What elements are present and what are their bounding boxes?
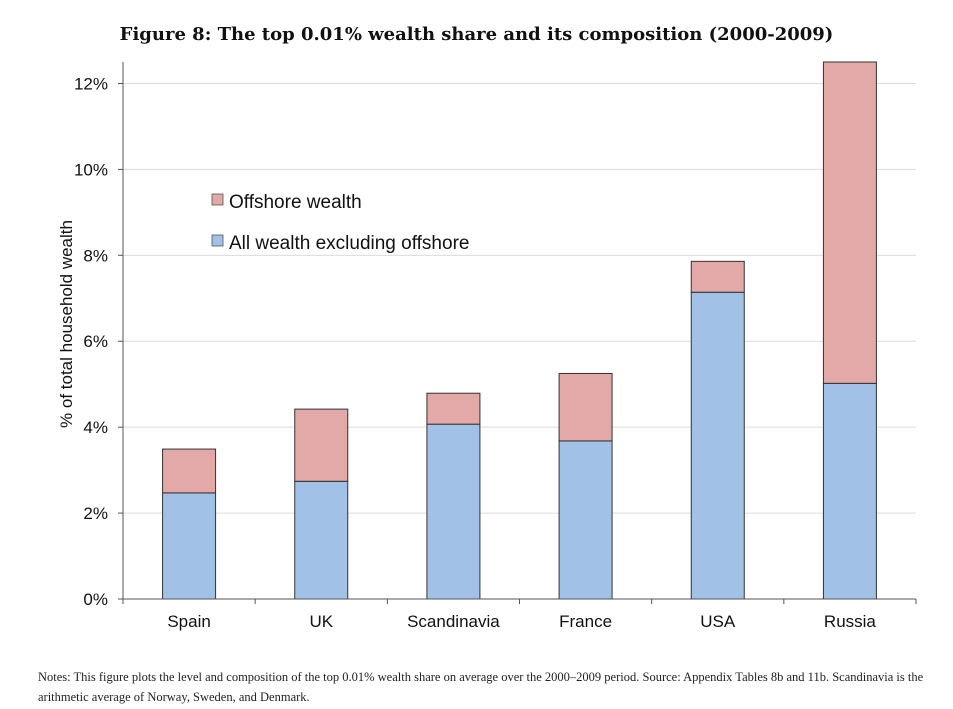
bar-segment-domestic (294, 480, 349, 600)
y-tick-label: 12% (74, 74, 108, 93)
x-tick-label: Spain (167, 612, 210, 631)
x-tick-label: France (559, 612, 612, 631)
bar-segment-domestic (162, 492, 217, 600)
bar-segment-offshore (294, 408, 349, 482)
bar-segment-offshore (690, 260, 745, 293)
x-tick-labels: Spain UK Scandinavia France USA Russia (167, 612, 876, 631)
y-tick-label: 8% (83, 246, 108, 265)
bar-segment-offshore (822, 61, 877, 384)
y-tick-label: 6% (83, 332, 108, 351)
bar-segment-offshore (162, 448, 217, 494)
y-tick-label: 4% (83, 418, 108, 437)
chart-title: Figure 8: The top 0.01% wealth share and… (119, 24, 834, 45)
legend: Offshore wealth All wealth excluding offs… (211, 192, 469, 254)
bar-segment-domestic (558, 440, 613, 600)
bar-segment-domestic (426, 423, 481, 600)
bar-segment-offshore (558, 372, 613, 442)
bar-segment-domestic (822, 382, 877, 600)
legend-swatch (211, 193, 224, 206)
x-tick-label: UK (309, 612, 333, 631)
y-tick-label: 10% (74, 160, 108, 179)
x-tick-label: Russia (824, 612, 877, 631)
bar-segment-offshore (426, 392, 481, 425)
bar-segment-domestic (690, 291, 745, 600)
figure-notes: Notes: This figure plots the level and c… (38, 670, 924, 704)
gridlines (123, 82, 916, 514)
legend-label: Offshore wealth (229, 192, 362, 213)
legend-swatch (211, 234, 224, 247)
y-tick-label: 0% (83, 590, 108, 609)
legend-label: All wealth excluding offshore (229, 233, 469, 254)
x-tick-label: USA (700, 612, 736, 631)
y-tick-label: 2% (83, 504, 108, 523)
axes (118, 62, 917, 604)
y-tick-labels: 0% 2% 4% 6% 8% 10% 12% (74, 74, 108, 609)
y-axis-title: % of total household wealth (57, 220, 76, 428)
bars (162, 61, 877, 600)
x-tick-label: Scandinavia (407, 612, 500, 631)
stacked-bar-chart: 0% 2% 4% 6% 8% 10% 12% Spain UK Scandinavia Franc… (57, 61, 917, 631)
